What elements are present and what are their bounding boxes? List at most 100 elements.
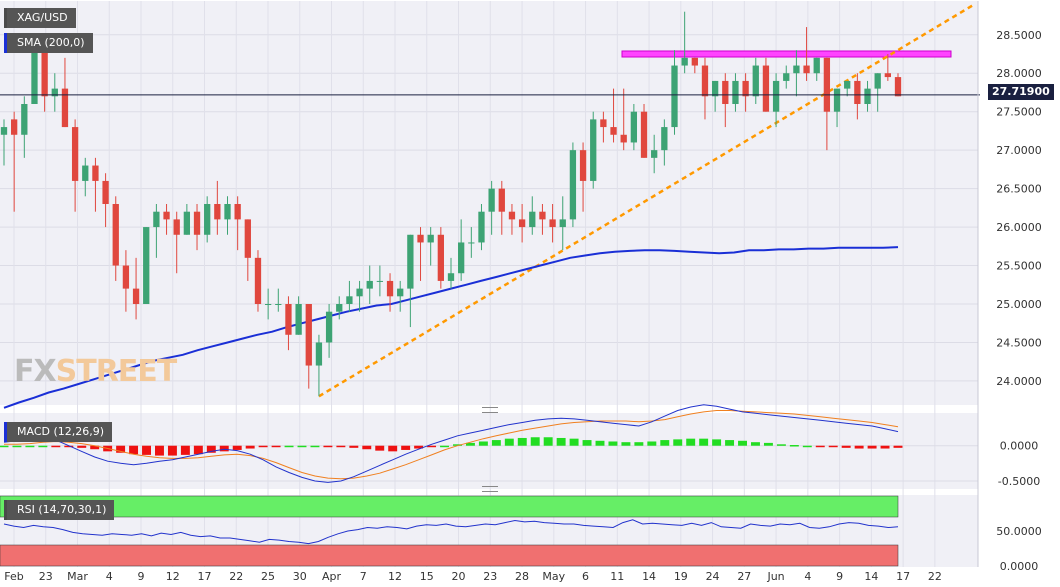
macd-histogram-bar xyxy=(258,445,268,448)
macd-main-line xyxy=(3,404,899,483)
macd-histogram-bar xyxy=(0,445,9,448)
candle-body xyxy=(41,50,48,97)
macd-histogram-bar xyxy=(776,444,786,446)
x-tick-label: 4 xyxy=(804,570,811,583)
candle-body xyxy=(844,80,851,89)
x-tick-label: 30 xyxy=(293,570,307,583)
x-tick-label: 15 xyxy=(420,570,434,583)
x-tick-label: 9 xyxy=(836,570,843,583)
x-tick-label: 12 xyxy=(388,570,402,583)
rsi-oversold-zone xyxy=(0,544,899,567)
candle-body xyxy=(102,180,109,204)
candle-body xyxy=(82,165,89,181)
symbol-text: XAG/USD xyxy=(17,11,68,24)
macd-histogram-bar xyxy=(414,445,424,449)
price-tick-label: 25.0000 xyxy=(996,298,1042,311)
macd-histogram-bar xyxy=(310,445,320,448)
candle-body xyxy=(275,304,282,305)
candle-body xyxy=(478,211,485,243)
candle-body xyxy=(51,88,58,97)
candle-body xyxy=(579,150,587,181)
x-tick-label: Mar xyxy=(67,570,88,583)
grid-lines xyxy=(0,1,978,567)
macd-histogram-bar xyxy=(854,445,864,449)
price-tick-label: 28.5000 xyxy=(996,29,1042,42)
macd-histogram-bar xyxy=(647,441,657,446)
macd-signal-line xyxy=(4,410,899,480)
candle-body xyxy=(539,211,546,220)
sma-label[interactable]: SMA (200,0) xyxy=(4,33,93,53)
candle-body xyxy=(153,211,160,228)
candle-body xyxy=(122,265,130,289)
macd-histogram-bar xyxy=(271,445,281,448)
candle-body xyxy=(264,304,272,305)
macd-histogram-bar xyxy=(763,442,773,446)
symbol-label[interactable]: XAG/USD xyxy=(4,8,76,28)
x-tick-label: 6 xyxy=(582,570,589,583)
candle-body xyxy=(600,119,607,128)
candle-body xyxy=(671,65,678,128)
candle-body xyxy=(112,204,119,266)
candle-body xyxy=(315,342,323,366)
rsi-resize-handle[interactable] xyxy=(482,486,498,492)
candle-body xyxy=(204,204,211,235)
x-tick-label: 24 xyxy=(706,570,720,583)
candle-body xyxy=(285,304,292,335)
macd-histogram-bar xyxy=(530,437,540,446)
macd-histogram-bar xyxy=(465,442,475,446)
candle-body xyxy=(234,204,241,220)
x-tick-label: 7 xyxy=(360,570,367,583)
macd-histogram-bar xyxy=(401,445,411,450)
macd-histogram-bar xyxy=(621,442,631,446)
candle-body xyxy=(630,111,638,143)
candle-body xyxy=(549,219,556,228)
macd-histogram-bar xyxy=(712,439,722,446)
candle-body xyxy=(346,296,353,304)
candle-body xyxy=(417,234,424,243)
candle-body xyxy=(610,127,617,135)
candle-body xyxy=(336,304,343,312)
candle-body xyxy=(864,88,871,104)
macd-histogram-bar xyxy=(38,445,48,448)
candle-body xyxy=(0,127,8,135)
macd-histogram-bar xyxy=(155,445,164,456)
rsi-label[interactable]: RSI (14,70,30,1) xyxy=(4,500,115,520)
x-tick-label: 19 xyxy=(674,570,688,583)
candle-body xyxy=(386,280,394,297)
macd-histogram-bar xyxy=(802,445,812,448)
x-tick-label: 28 xyxy=(515,570,529,583)
candle-body xyxy=(783,73,790,81)
candle-body xyxy=(214,204,221,220)
candle-body xyxy=(681,57,688,66)
candle-body xyxy=(762,65,770,112)
x-tick-label: 14 xyxy=(864,570,878,583)
candle-body xyxy=(295,304,302,335)
candle-body xyxy=(407,234,414,289)
macd-histogram-bar xyxy=(362,445,372,450)
macd-histogram-bar xyxy=(349,445,359,448)
candle-body xyxy=(661,127,668,151)
candle-body xyxy=(651,150,658,158)
candle-body xyxy=(224,204,231,220)
candle-body xyxy=(732,80,739,104)
macd-histogram-bar xyxy=(77,445,87,448)
macd-histogram-bar xyxy=(789,445,799,447)
candle-body xyxy=(61,88,69,128)
macd-resize-handle[interactable] xyxy=(482,407,498,413)
macd-histogram-bar xyxy=(634,442,644,446)
x-tick-label: 23 xyxy=(39,570,53,583)
macd-histogram-bar xyxy=(815,445,825,448)
x-tick-label: 22 xyxy=(928,570,942,583)
macd-histogram-bar xyxy=(12,445,22,448)
x-tick-label: 4 xyxy=(106,570,113,583)
macd-label[interactable]: MACD (12,26,9) xyxy=(4,422,113,442)
candle-body xyxy=(163,211,170,220)
candle-body xyxy=(722,80,729,104)
x-tick-label: 17 xyxy=(896,570,910,583)
macd-histogram-bar xyxy=(142,445,151,455)
macd-histogram-bar xyxy=(193,445,203,455)
price-tick-label: 26.5000 xyxy=(996,183,1042,196)
candle-body xyxy=(244,219,251,258)
candle-body xyxy=(752,65,759,97)
macd-histogram-bar xyxy=(388,445,398,452)
